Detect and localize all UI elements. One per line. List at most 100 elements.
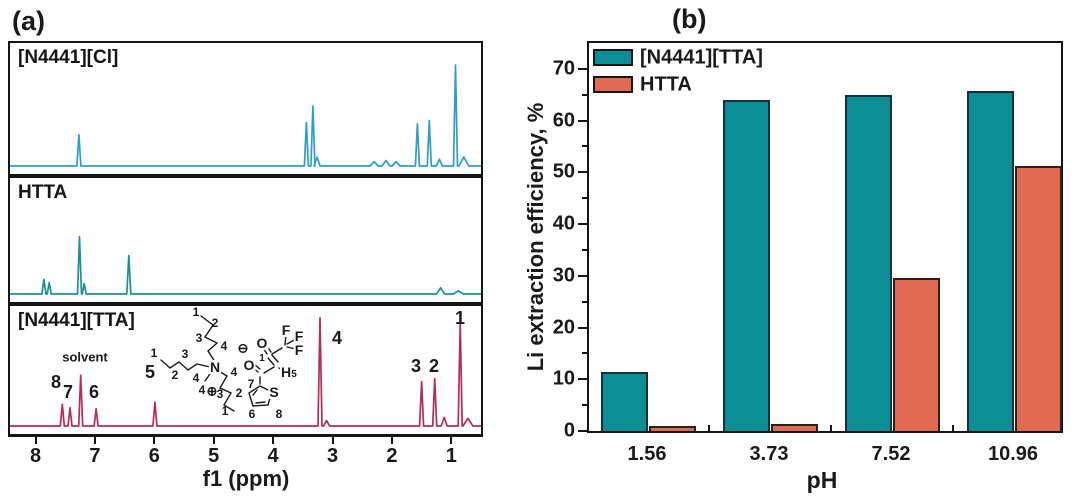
structure-label-N: N: [208, 359, 222, 375]
structure-label-2: 2: [235, 386, 243, 400]
structure-label-⊕: ⊕: [206, 383, 218, 399]
structure-label-1: 1: [221, 404, 229, 418]
peak-label-1: 1: [454, 308, 466, 328]
y-major-tick: [578, 67, 587, 70]
peak-label-2: 2: [428, 356, 440, 376]
y-major-tick: [578, 326, 587, 329]
y-minor-tick: [582, 197, 587, 200]
bar-n4441tta-ph-3.73: [723, 99, 770, 431]
structure-label-5: 5: [291, 369, 297, 380]
nmr-trace-n4441tta: [10, 317, 481, 427]
y-minor-tick: [582, 145, 587, 148]
bar-chart-plot-area: [N4441][TTA] HTTA: [587, 41, 1063, 433]
y-minor-tick: [582, 404, 587, 407]
ppm-tick: [450, 437, 453, 444]
structure-label-O: O: [242, 357, 256, 373]
bar-series-container: [589, 43, 1062, 431]
nmr-panel-n4441cl: [N4441][Cl]: [8, 41, 483, 176]
ppm-tick: [272, 437, 275, 444]
structure-label-⊖: ⊖: [237, 340, 249, 356]
panel-b-label: (b): [672, 4, 707, 34]
y-major-tick: [578, 171, 587, 174]
bar-htta-ph-10.96: [1015, 166, 1062, 431]
nmr-line: [10, 235, 481, 295]
y-tick-label-70: 70: [552, 57, 575, 80]
ppm-tick-label: 6: [148, 445, 160, 467]
x-divider-tick: [708, 425, 710, 431]
y-major-tick: [578, 430, 587, 432]
nmr-line: [10, 64, 481, 167]
ppm-tick-label: 2: [386, 445, 398, 467]
ppm-tick: [390, 437, 393, 444]
structure-label-4: 4: [192, 371, 200, 385]
structure-label-6: 6: [248, 407, 256, 421]
y-tick-label-10: 10: [552, 367, 575, 390]
y-tick-label-0: 0: [563, 419, 575, 442]
bar-htta-ph-7.52: [893, 278, 940, 431]
ppm-tick-label: 8: [29, 445, 42, 467]
ppm-tick-label: 3: [326, 445, 339, 467]
ppm-tick: [34, 437, 37, 444]
y-axis-title: Li extraction efficiency, %: [523, 102, 548, 372]
peak-label-3: 3: [410, 356, 422, 376]
nmr-trace-n4441cl: [10, 64, 481, 167]
spectrum-title-n4441tta: [N4441][TTA]: [18, 310, 135, 331]
structure-label-H: H: [279, 364, 293, 380]
category-label-ph-10.96: 10.96: [987, 443, 1039, 465]
spectrum-title-n4441cl: [N4441][Cl]: [18, 47, 119, 68]
x-divider-tick: [830, 425, 832, 431]
structure-label-3: 3: [181, 347, 189, 361]
ppm-axis-title: f1 (ppm): [202, 466, 290, 491]
ppm-tick: [153, 437, 156, 444]
peak-label-6: 6: [88, 382, 100, 402]
bar-n4441tta-ph-10.96: [967, 91, 1014, 431]
ppm-tick: [212, 437, 215, 444]
y-major-tick: [578, 223, 587, 226]
bar-n4441tta-ph-1.56: [601, 371, 648, 431]
y-tick-label-50: 50: [552, 160, 575, 183]
structure-label-1: 1: [259, 353, 265, 364]
nmr-line: [10, 317, 481, 427]
structure-label-4: 4: [198, 383, 206, 397]
y-minor-tick: [582, 300, 587, 303]
ppm-tick: [93, 437, 96, 444]
ppm-tick-label: 1: [445, 445, 457, 467]
structure-label-4: 4: [230, 365, 238, 379]
peak-label-8: 8: [50, 372, 62, 392]
structure-label-8: 8: [275, 407, 283, 421]
structure-label-O: O: [255, 335, 269, 351]
structure-atom-labels: 1 2 3 4 1 3 2 4 N 4 ⊕ 4 3 2 1 ⊖ O 1 F F F O H 5 7 S 6 8: [10, 306, 481, 434]
category-label-ph-7.52: 7.52: [871, 443, 911, 465]
category-label-ph-3.73: 3.73: [749, 443, 789, 465]
x-axis-title: pH: [806, 467, 838, 493]
y-tick-label-20: 20: [552, 316, 575, 339]
y-tick-label-60: 60: [552, 109, 575, 132]
panel-a-label: (a): [12, 6, 45, 36]
legend-label-htta: HTTA: [640, 73, 692, 96]
y-tick-label-40: 40: [552, 212, 575, 235]
structure-label-F: F: [293, 328, 305, 344]
legend-swatch-n4441tta: [593, 49, 633, 66]
nmr-trace-htta: [10, 235, 481, 295]
ppm-tick: [331, 437, 334, 444]
x-divider-tick: [952, 425, 954, 431]
category-label-ph-1.56: 1.56: [627, 443, 667, 465]
y-major-tick: [578, 378, 587, 381]
ppm-tick-label: 5: [208, 445, 220, 467]
structure-label-1: 1: [192, 305, 200, 319]
solvent-peak-label: solvent: [62, 349, 108, 365]
structure-label-2: 2: [171, 368, 179, 382]
y-minor-tick: [582, 248, 587, 251]
y-tick-label-30: 30: [552, 264, 575, 287]
ppm-axis-ticks: 8 7 6 5 4 3 2 1: [0, 437, 500, 471]
structure-label-7: 7: [247, 377, 255, 391]
legend-label-n4441tta: [N4441][TTA]: [640, 46, 763, 69]
y-minor-tick: [582, 352, 587, 355]
bar-n4441tta-ph-7.52: [845, 94, 892, 431]
legend-swatch-htta: [593, 76, 633, 93]
peak-label-7: 7: [62, 382, 74, 402]
structure-label-1: 1: [150, 346, 158, 360]
bar-htta-ph-1.56: [649, 426, 696, 431]
